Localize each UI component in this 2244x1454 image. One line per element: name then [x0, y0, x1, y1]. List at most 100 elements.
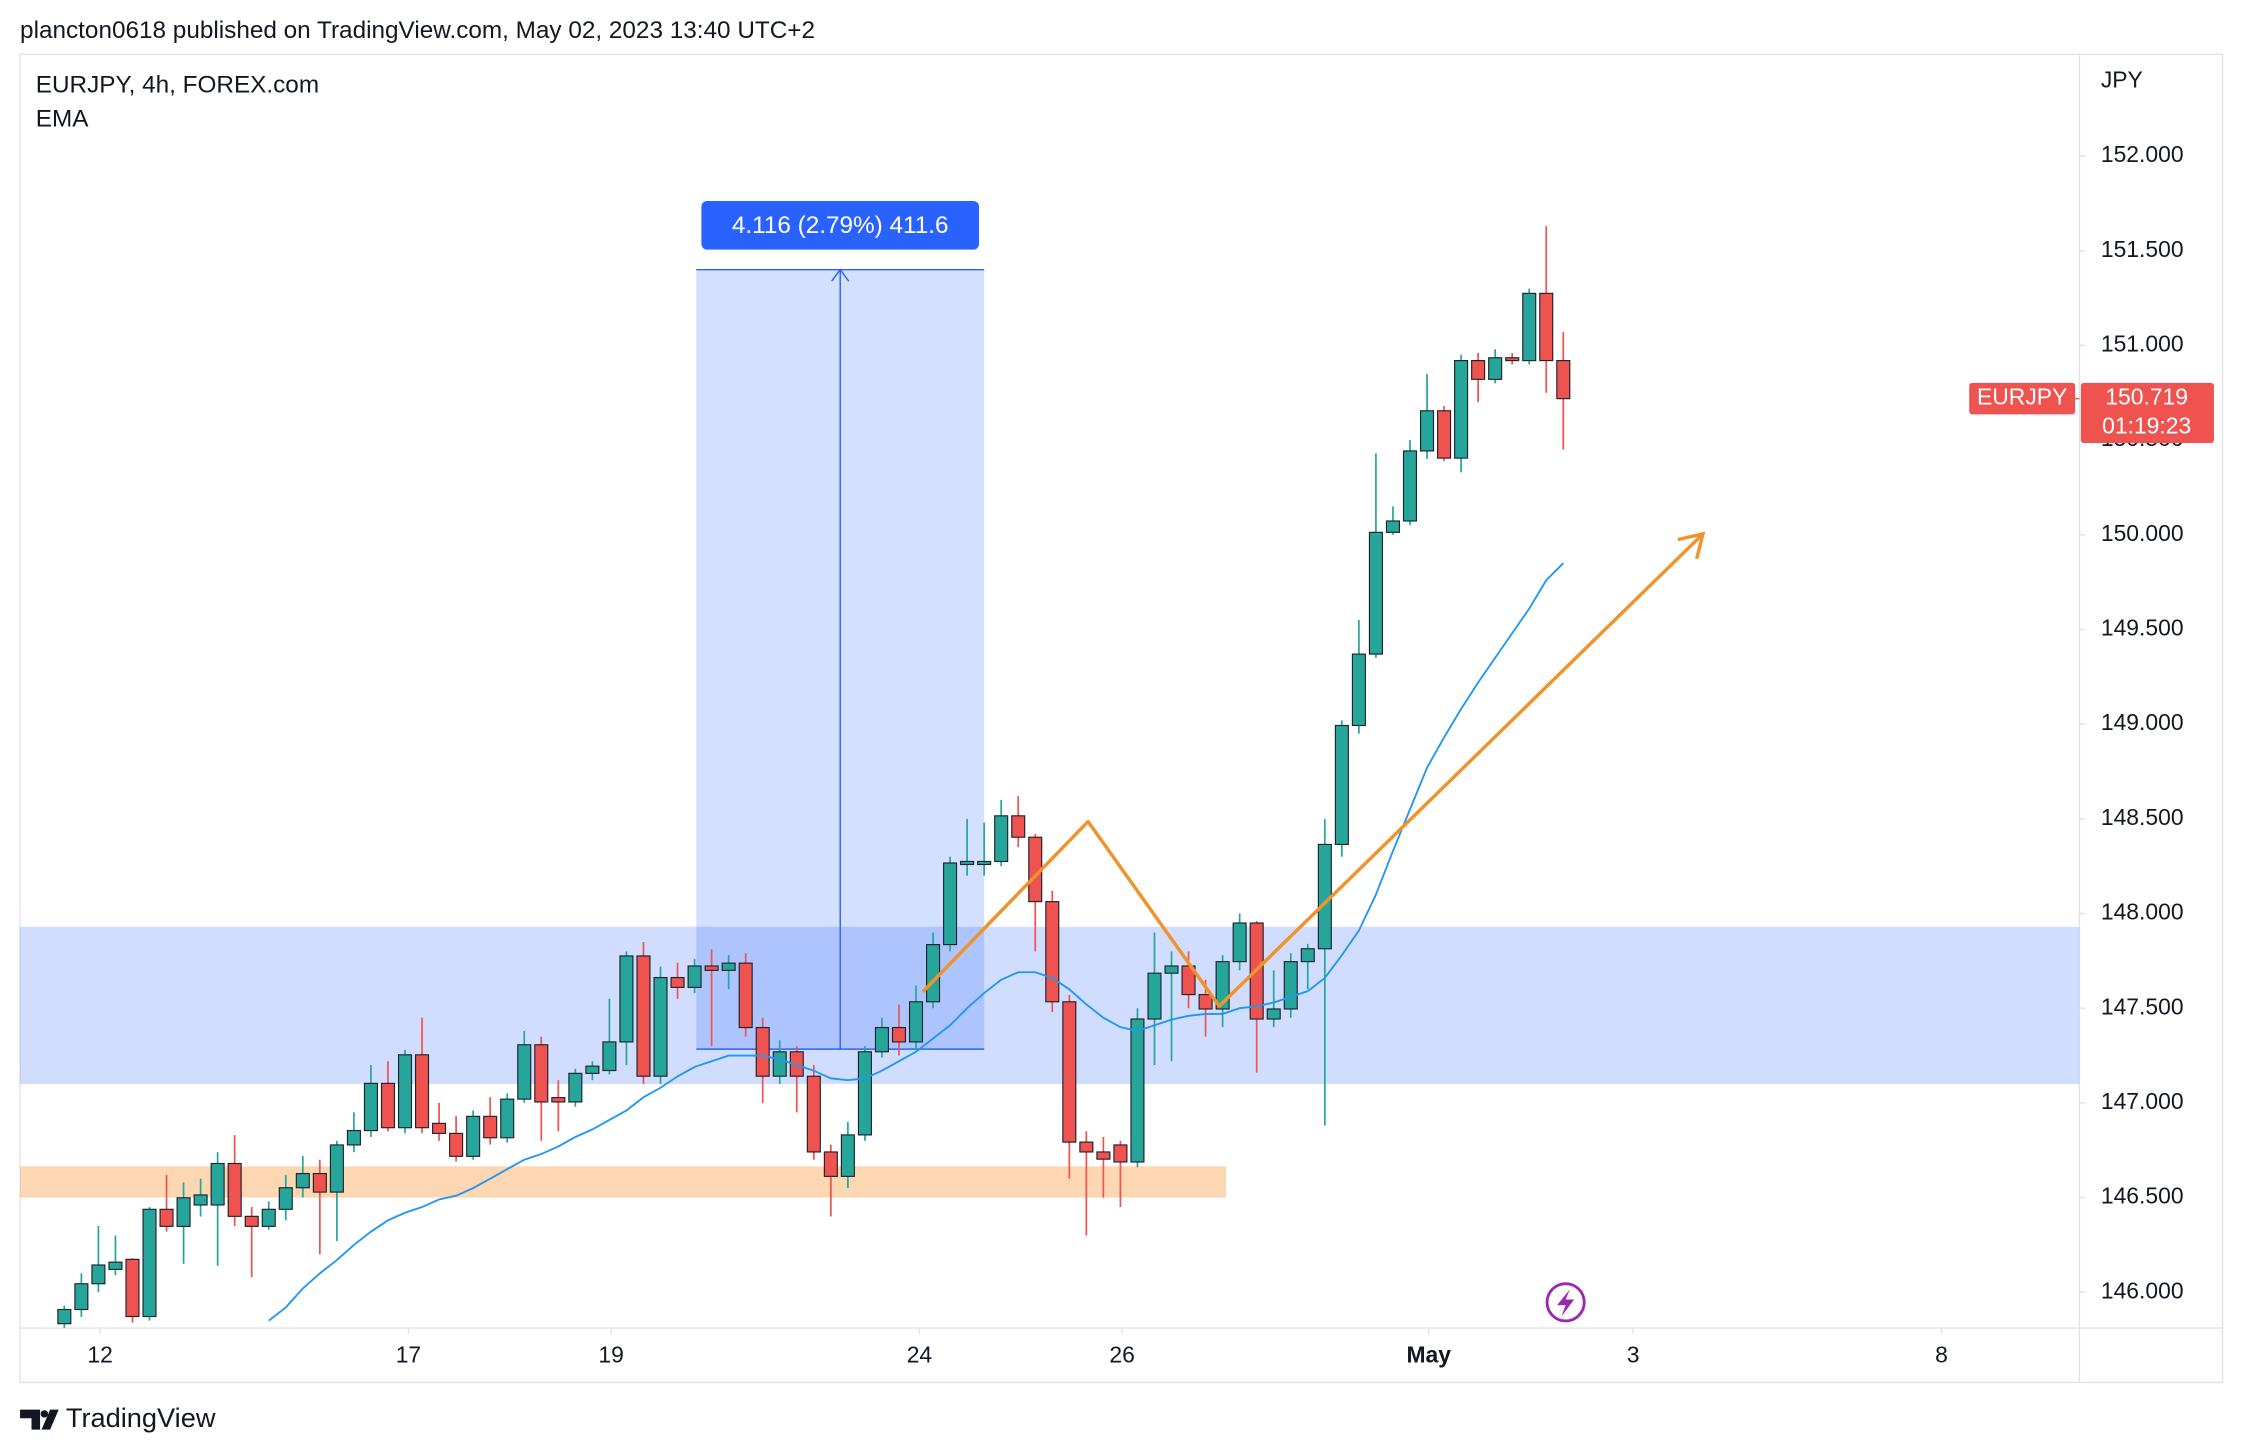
candle-body	[789, 1051, 804, 1077]
candle-body	[1488, 357, 1503, 380]
header: plancton0618 published on TradingView.co…	[20, 17, 815, 44]
x-tick-label: 12	[87, 1342, 112, 1368]
event-icon[interactable]	[1545, 1282, 1586, 1323]
candle-body	[908, 1001, 924, 1043]
candle-body	[960, 860, 975, 866]
candle-body	[1266, 1008, 1281, 1020]
event-icon-bolt	[1557, 1289, 1575, 1317]
y-tick-label: 151.000	[2101, 330, 2184, 356]
y-axis-label: JPY	[2101, 67, 2143, 93]
candle-body	[1079, 1141, 1094, 1153]
brand-logo	[20, 1409, 59, 1430]
candle-body	[806, 1075, 821, 1153]
candle-body	[602, 1041, 617, 1072]
candle-body	[1045, 901, 1060, 1003]
frame	[19, 53, 2224, 1384]
y-tick-label: 150.000	[2101, 520, 2184, 546]
candle-body	[1402, 450, 1418, 522]
x-tick-label: 24	[907, 1342, 933, 1368]
candle-body	[670, 976, 685, 988]
candle-body	[1147, 972, 1162, 1020]
y-tick-label: 147.000	[2101, 1088, 2184, 1114]
candle-body	[483, 1115, 498, 1139]
candle-body	[380, 1082, 396, 1129]
x-tick-label: 26	[1109, 1342, 1134, 1368]
y-tick-label: 149.000	[2101, 709, 2184, 735]
candle-body	[636, 955, 651, 1077]
candle-body	[1522, 292, 1537, 362]
projection-line	[921, 532, 1705, 1008]
candle-body	[534, 1044, 549, 1103]
candle-body	[414, 1054, 430, 1129]
candle-body	[840, 1134, 855, 1177]
ema-line	[268, 562, 1564, 1322]
candle-body	[1385, 520, 1401, 533]
candle-body	[193, 1194, 208, 1206]
candle-body	[1062, 1001, 1077, 1143]
candle-body	[1334, 724, 1349, 845]
chart-title: EURJPY, 4h, FOREX.com	[36, 71, 319, 98]
candle-body	[1437, 410, 1452, 459]
x-tick-label: 3	[1627, 1342, 1640, 1368]
candle-body	[721, 962, 736, 971]
y-tick-label: 151.500	[2101, 236, 2184, 262]
candle-body	[312, 1172, 327, 1193]
candle-body	[1351, 653, 1366, 727]
candle-body	[943, 862, 958, 946]
x-tick-label: 17	[396, 1342, 421, 1368]
candle-body	[432, 1122, 447, 1134]
candle-body	[1164, 965, 1179, 974]
candle-body	[1283, 961, 1298, 1010]
symbol-tag	[1969, 382, 2076, 415]
y-tick-label: 149.500	[2101, 615, 2184, 641]
candle-body	[466, 1115, 481, 1157]
candle-body	[1368, 531, 1383, 655]
candle-body	[449, 1132, 464, 1157]
candle-body	[874, 1026, 889, 1053]
candle-body	[687, 965, 702, 988]
y-tick-label: 148.000	[2101, 899, 2184, 925]
candle-body	[926, 944, 941, 1003]
candle-body	[517, 1044, 532, 1100]
price-tag	[2080, 382, 2214, 444]
candle-body	[159, 1208, 174, 1227]
x-tick-label: May	[1406, 1342, 1451, 1368]
candle-body	[1011, 815, 1026, 838]
candle-body	[823, 1151, 838, 1177]
candle-body	[755, 1026, 770, 1077]
candle-body	[210, 1162, 225, 1206]
projection-arrowhead	[1677, 531, 1706, 560]
candle-body	[977, 860, 992, 866]
candle-body	[568, 1072, 583, 1103]
logo-dot	[40, 1410, 49, 1418]
candle-body	[397, 1054, 413, 1129]
candle-body	[1198, 994, 1213, 1010]
candle-body	[704, 965, 719, 971]
candle-body	[1454, 360, 1469, 459]
candle-body	[261, 1208, 276, 1227]
candle-body	[551, 1097, 566, 1103]
candle-body	[278, 1187, 293, 1210]
candle-body	[994, 815, 1009, 863]
candle-body	[57, 1308, 72, 1325]
candle-body	[125, 1258, 140, 1318]
y-tick-label: 148.500	[2101, 804, 2184, 830]
candle-body	[619, 955, 634, 1043]
candle-body	[108, 1261, 123, 1270]
candle-body	[585, 1065, 600, 1074]
candle-body	[1113, 1144, 1128, 1163]
measure-label: 4.116 (2.79%) 411.6	[732, 212, 949, 239]
countdown: 01:19:23	[2102, 412, 2191, 438]
candle-body	[1556, 360, 1571, 400]
y-tick-label: 146.000	[2101, 1277, 2184, 1303]
candle-body	[1181, 965, 1196, 996]
candle-body	[1419, 410, 1435, 452]
x-tick-label: 8	[1935, 1342, 1948, 1368]
y-tick-label: 147.500	[2101, 993, 2184, 1019]
plot-area	[20, 226, 2080, 1329]
candle-body	[1539, 292, 1554, 362]
candle-body	[142, 1208, 157, 1318]
candle-body	[857, 1051, 872, 1136]
